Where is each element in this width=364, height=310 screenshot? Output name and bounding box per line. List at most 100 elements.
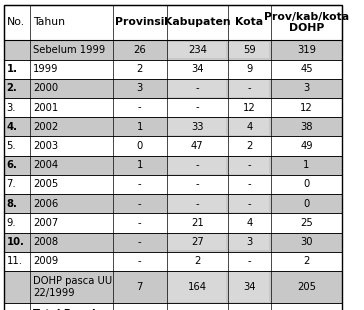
Bar [229, 80, 269, 97]
Text: 5.: 5. [7, 141, 16, 151]
Text: Tahun: Tahun [33, 17, 66, 28]
Text: 3: 3 [246, 237, 253, 247]
Bar [4, 117, 342, 136]
Bar [229, 272, 269, 302]
Text: 27: 27 [191, 237, 204, 247]
Text: 2008: 2008 [33, 237, 58, 247]
Text: 4.: 4. [7, 122, 17, 132]
Bar [4, 271, 342, 303]
Text: 25: 25 [300, 218, 313, 228]
Bar [168, 272, 226, 302]
Text: -: - [138, 256, 142, 266]
Text: -: - [248, 179, 251, 189]
Text: 2006: 2006 [33, 199, 58, 209]
Text: 2.: 2. [7, 83, 17, 93]
Bar [229, 118, 269, 135]
Bar [168, 234, 226, 250]
Text: 30: 30 [300, 237, 313, 247]
Text: Prov/kab/kota
DOHP: Prov/kab/kota DOHP [264, 12, 349, 33]
Text: Kota: Kota [235, 17, 264, 28]
Text: 12: 12 [300, 103, 313, 113]
Text: -: - [138, 199, 142, 209]
Text: 33: 33 [191, 122, 203, 132]
Text: -: - [248, 199, 251, 209]
Text: Total Pemda
(2009): Total Pemda (2009) [33, 309, 102, 310]
Text: 8.: 8. [7, 199, 17, 209]
Bar [4, 156, 342, 175]
Text: 38: 38 [300, 122, 313, 132]
Text: Provinsi: Provinsi [115, 17, 165, 28]
Bar [4, 5, 342, 40]
Text: 2007: 2007 [33, 218, 58, 228]
Bar [4, 79, 342, 98]
Text: 2004: 2004 [33, 160, 58, 170]
Bar [4, 156, 342, 175]
Text: -: - [248, 83, 251, 93]
Text: 34: 34 [191, 64, 203, 74]
Text: -: - [248, 160, 251, 170]
Text: 0: 0 [303, 199, 310, 209]
Bar [4, 232, 342, 252]
Text: 11.: 11. [7, 256, 23, 266]
Bar [4, 136, 342, 156]
Text: 47: 47 [191, 141, 203, 151]
Text: 234: 234 [188, 45, 207, 55]
Text: 7: 7 [136, 282, 143, 292]
Text: 164: 164 [188, 282, 207, 292]
Text: -: - [138, 179, 142, 189]
Text: 1: 1 [136, 122, 143, 132]
Bar [168, 195, 226, 212]
Bar [4, 60, 342, 79]
Bar [168, 157, 226, 174]
Text: 26: 26 [133, 45, 146, 55]
Text: -: - [195, 199, 199, 209]
Bar [4, 175, 342, 194]
Text: 1999: 1999 [33, 64, 58, 74]
Text: 1: 1 [136, 160, 143, 170]
Text: -: - [248, 256, 251, 266]
Bar [4, 117, 342, 136]
Text: 2001: 2001 [33, 103, 58, 113]
Bar [4, 194, 342, 213]
Text: 2009: 2009 [33, 256, 58, 266]
Text: -: - [195, 83, 199, 93]
Bar [4, 40, 342, 60]
Bar [4, 213, 342, 232]
Bar [4, 40, 342, 60]
Text: 2: 2 [303, 256, 310, 266]
Bar [168, 80, 226, 97]
Bar [4, 136, 342, 156]
Text: 3.: 3. [7, 103, 16, 113]
Bar [4, 60, 342, 79]
Bar [4, 5, 342, 40]
Bar [4, 213, 342, 232]
Text: 319: 319 [297, 45, 316, 55]
Text: 9: 9 [246, 64, 253, 74]
Text: 0: 0 [136, 141, 143, 151]
Text: 9.: 9. [7, 218, 16, 228]
Bar [4, 303, 342, 310]
Text: 59: 59 [243, 45, 256, 55]
Text: Kabupaten: Kabupaten [164, 17, 231, 28]
Bar [4, 79, 342, 98]
Text: 2: 2 [246, 141, 253, 151]
Text: 0: 0 [303, 179, 310, 189]
Text: 3: 3 [136, 83, 143, 93]
Bar [4, 175, 342, 194]
Text: 205: 205 [297, 282, 316, 292]
Bar [168, 118, 226, 135]
Text: 34: 34 [243, 282, 256, 292]
Text: 2000: 2000 [33, 83, 58, 93]
Bar [4, 252, 342, 271]
Text: 2: 2 [194, 256, 201, 266]
Text: -: - [195, 179, 199, 189]
Text: 1.: 1. [7, 64, 17, 74]
Bar [229, 42, 269, 58]
Text: DOHP pasca UU
22/1999: DOHP pasca UU 22/1999 [33, 277, 112, 298]
Text: 4: 4 [246, 122, 253, 132]
Text: 4: 4 [246, 218, 253, 228]
Text: 2: 2 [136, 64, 143, 74]
Text: 1: 1 [303, 160, 310, 170]
Text: -: - [195, 103, 199, 113]
Text: 6.: 6. [7, 160, 17, 170]
